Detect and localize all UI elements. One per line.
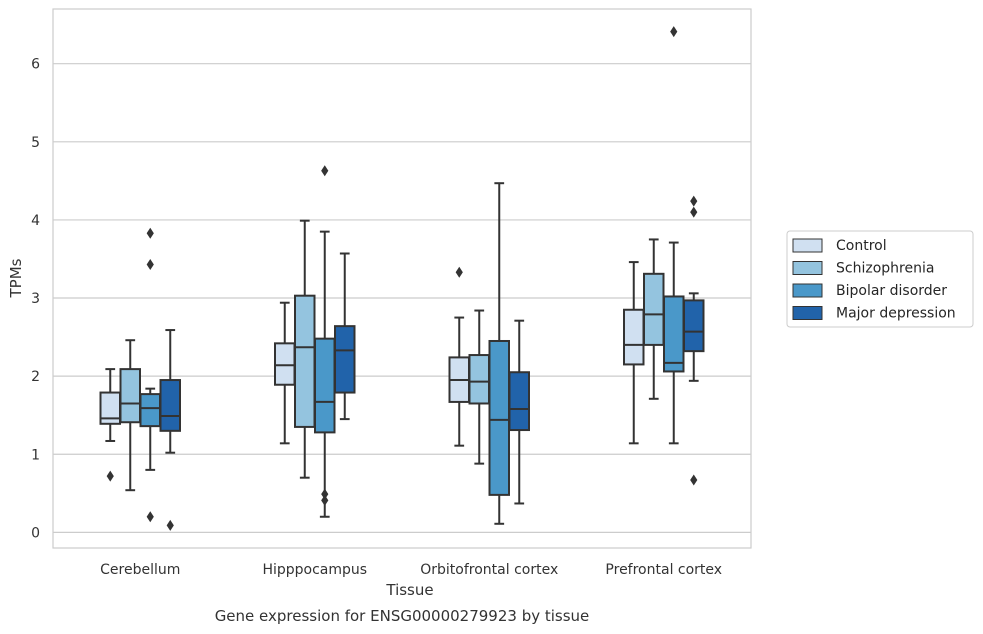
x-tick-label: Orbitofrontal cortex: [420, 562, 558, 578]
outlier-point: [670, 26, 678, 38]
x-axis-label: Tissue: [385, 581, 433, 599]
grid-lines: [53, 63, 751, 533]
box-body: [663, 295, 685, 373]
legend-label: Control: [836, 238, 887, 254]
box-body: [314, 337, 336, 434]
legend-swatch: [792, 306, 823, 320]
chart-caption: Gene expression for ENSG00000279923 by t…: [215, 607, 590, 625]
y-tick-label: 5: [31, 135, 40, 151]
x-tick-label: Prefrontal cortex: [605, 562, 722, 578]
box: [334, 252, 356, 421]
outlier-point: [690, 206, 698, 218]
box: [468, 309, 490, 465]
legend-item: Major depression: [792, 306, 956, 322]
legend-swatch: [792, 283, 823, 298]
box-body: [488, 339, 510, 496]
y-tick-label: 2: [31, 369, 40, 385]
box-body: [623, 308, 645, 366]
legend-item: Schizophrenia: [792, 261, 934, 277]
outlier-point: [455, 266, 463, 278]
box: [683, 195, 705, 486]
box-body: [294, 294, 316, 428]
y-tick-labels: 0 1 2 3 4 5 6: [31, 57, 40, 542]
x-tick-label: Hipppocampus: [262, 562, 367, 578]
legend-swatch: [792, 261, 823, 275]
x-tick-label: Cerebellum: [100, 562, 180, 578]
outlier-point: [146, 227, 154, 239]
legend-swatch: [792, 238, 823, 253]
box: [314, 165, 336, 518]
box-body: [139, 393, 161, 428]
y-tick-label: 6: [31, 57, 40, 73]
box-body: [274, 342, 296, 386]
outlier-point: [146, 258, 154, 270]
y-tick-label: 4: [31, 213, 40, 229]
outlier-point: [321, 488, 329, 500]
box-body: [468, 354, 490, 405]
outlier-point: [690, 474, 698, 486]
legend-label: Major depression: [836, 306, 956, 322]
outlier-point: [146, 511, 154, 523]
box-body: [643, 272, 665, 346]
y-tick-label: 1: [31, 447, 40, 463]
legend-item: Control: [792, 238, 887, 254]
box-body: [508, 371, 530, 432]
box: [159, 329, 181, 531]
outlier-point: [690, 195, 698, 207]
outlier-point: [321, 165, 329, 177]
legend-frame: [786, 230, 974, 328]
x-tick-labels: Cerebellum Hipppocampus Orbitofrontal cort…: [100, 562, 722, 578]
outlier-point: [166, 519, 174, 531]
box: [119, 339, 141, 492]
box: [508, 319, 530, 505]
outlier-point: [321, 494, 329, 506]
box: [448, 266, 470, 447]
y-tick-label: 0: [31, 525, 40, 541]
boxes: [99, 26, 705, 531]
box: [663, 26, 685, 445]
box-body: [159, 379, 181, 432]
box-body: [334, 325, 356, 394]
legend: Control Schizophrenia Bipolar disorder Majo…: [786, 230, 974, 328]
y-axis-label: TPMs: [7, 258, 25, 298]
outlier-point: [106, 470, 114, 482]
box-body: [119, 368, 141, 424]
box: [643, 238, 665, 400]
box: [274, 301, 296, 445]
legend-label: Schizophrenia: [836, 261, 934, 277]
box: [623, 261, 645, 445]
legend-item: Bipolar disorder: [792, 283, 947, 299]
legend-label: Bipolar disorder: [836, 283, 947, 299]
box-body: [683, 299, 705, 353]
y-tick-label: 3: [31, 291, 40, 307]
